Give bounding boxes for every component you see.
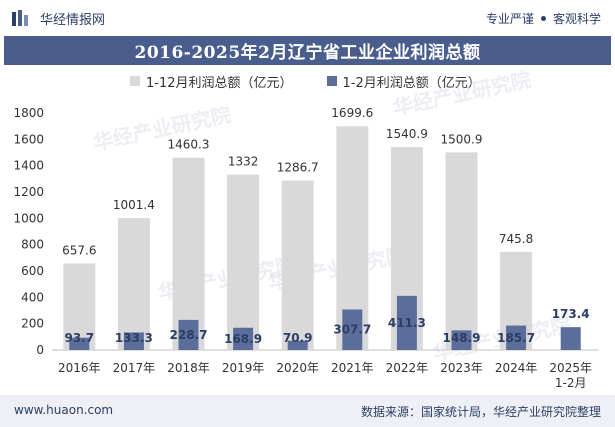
legend-swatch-jan-feb <box>326 76 337 86</box>
watermark-text: 华经产业研究院 <box>91 102 233 155</box>
slogan-dot-icon <box>540 16 546 21</box>
data-label-full-year: 1540.9 <box>386 127 428 141</box>
data-label-jan-feb: 411.3 <box>388 316 426 330</box>
legend-label-jan-feb: 1-2月利润总额（亿元） <box>342 75 481 91</box>
bar-jan-feb <box>123 332 144 350</box>
x-tick-label: 2021年 <box>331 361 374 375</box>
data-label-full-year: 1286.7 <box>277 161 319 175</box>
data-label-full-year: 657.6 <box>62 243 96 257</box>
bar-full-year <box>63 263 96 350</box>
data-label-jan-feb: 70.9 <box>283 331 313 345</box>
bar-jan-feb <box>178 319 199 350</box>
data-label-jan-feb: 168.9 <box>224 332 262 346</box>
bar-jan-feb <box>451 330 472 350</box>
bar-jan-feb <box>560 327 581 350</box>
data-label-jan-feb: 93.7 <box>64 331 94 345</box>
bar-full-year <box>227 174 260 350</box>
bar-jan-feb <box>342 309 363 350</box>
y-tick-label: 1000 <box>13 211 44 225</box>
x-tick-label: 2024年 <box>495 361 538 375</box>
legend-item-jan-feb: 1-2月利润总额（亿元） <box>326 72 481 91</box>
data-label-jan-feb: 173.4 <box>552 307 590 321</box>
y-tick-label: 400 <box>21 290 44 304</box>
footer-source: 数据来源：国家统计局，华经产业研究院整理 <box>360 405 601 419</box>
slogan-right: 客观科学 <box>552 12 601 26</box>
top-bar: 华经情报网 专业严谨 客观科学 <box>0 0 615 36</box>
y-tick-label: 200 <box>21 317 44 331</box>
x-tick-label: 2025年 <box>549 361 592 375</box>
bar-jan-feb <box>396 295 417 350</box>
data-label-full-year: 1460.3 <box>168 138 210 152</box>
footer-website[interactable]: www.huaon.com <box>14 403 114 417</box>
x-tick-label: 2019年 <box>222 361 265 375</box>
chart-title-bar: 2016-2025年2月辽宁省工业企业利润总额 <box>4 36 611 65</box>
x-tick-label: 2022年 <box>386 361 429 375</box>
y-tick-label: 1600 <box>13 132 44 146</box>
x-tick-label: 2020年 <box>276 361 319 375</box>
data-label-full-year: 1332 <box>228 155 259 169</box>
y-tick-label: 800 <box>21 238 44 252</box>
x-tick-label: 2018年 <box>167 361 210 375</box>
watermark-text: 华经产业研究院 <box>391 67 533 120</box>
x-tick-label: 1-2月 <box>555 376 587 390</box>
data-label-jan-feb: 133.3 <box>115 331 153 345</box>
chart-legend: 1-12月利润总额（亿元） 1-2月利润总额（亿元） <box>130 72 515 91</box>
bar-full-year <box>281 180 314 350</box>
data-label-full-year: 745.8 <box>499 232 533 246</box>
data-label-full-year: 1500.9 <box>441 132 483 146</box>
bar-full-year <box>445 152 478 350</box>
x-tick-label: 2023年 <box>440 361 483 375</box>
bar-full-year <box>117 218 150 350</box>
x-tick-label: 2016年 <box>58 361 101 375</box>
slogan: 专业严谨 客观科学 <box>486 10 601 27</box>
data-label-jan-feb: 228.7 <box>170 328 208 342</box>
bar-jan-feb <box>233 327 254 350</box>
brand-name: 华经情报网 <box>40 12 106 28</box>
brand[interactable]: 华经情报网 <box>12 9 106 28</box>
bar-jan-feb <box>287 340 308 350</box>
bar-jan-feb <box>506 325 527 350</box>
data-label-full-year: 1001.4 <box>113 198 155 212</box>
data-label-jan-feb: 185.7 <box>497 331 535 345</box>
legend-item-full-year: 1-12月利润总额（亿元） <box>130 72 293 91</box>
y-tick-label: 1200 <box>13 185 44 199</box>
y-tick-label: 600 <box>21 264 44 278</box>
data-label-full-year: 1699.6 <box>331 106 373 120</box>
y-tick-label: 0 <box>36 343 44 357</box>
slogan-left: 专业严谨 <box>485 12 534 26</box>
bar-chart: 华经产业研究院华经产业研究院华经产业研究院华经产业研究院华经产业研究院02004… <box>13 67 598 390</box>
data-label-jan-feb: 148.9 <box>443 331 481 345</box>
chart-title: 2016-2025年2月辽宁省工业企业利润总额 <box>134 43 481 63</box>
x-tick-label: 2017年 <box>113 361 156 375</box>
legend-swatch-full-year <box>130 76 140 86</box>
bar-full-year <box>172 157 205 350</box>
footer: www.huaon.com 数据来源：国家统计局，华经产业研究院整理 <box>0 395 615 427</box>
y-tick-label: 1400 <box>13 159 44 173</box>
brand-logo-icon <box>12 10 28 26</box>
bar-jan-feb <box>69 337 90 350</box>
y-tick-label: 1800 <box>13 106 44 120</box>
data-label-jan-feb: 307.7 <box>333 323 371 337</box>
legend-label-full-year: 1-12月利润总额（亿元） <box>146 75 293 91</box>
